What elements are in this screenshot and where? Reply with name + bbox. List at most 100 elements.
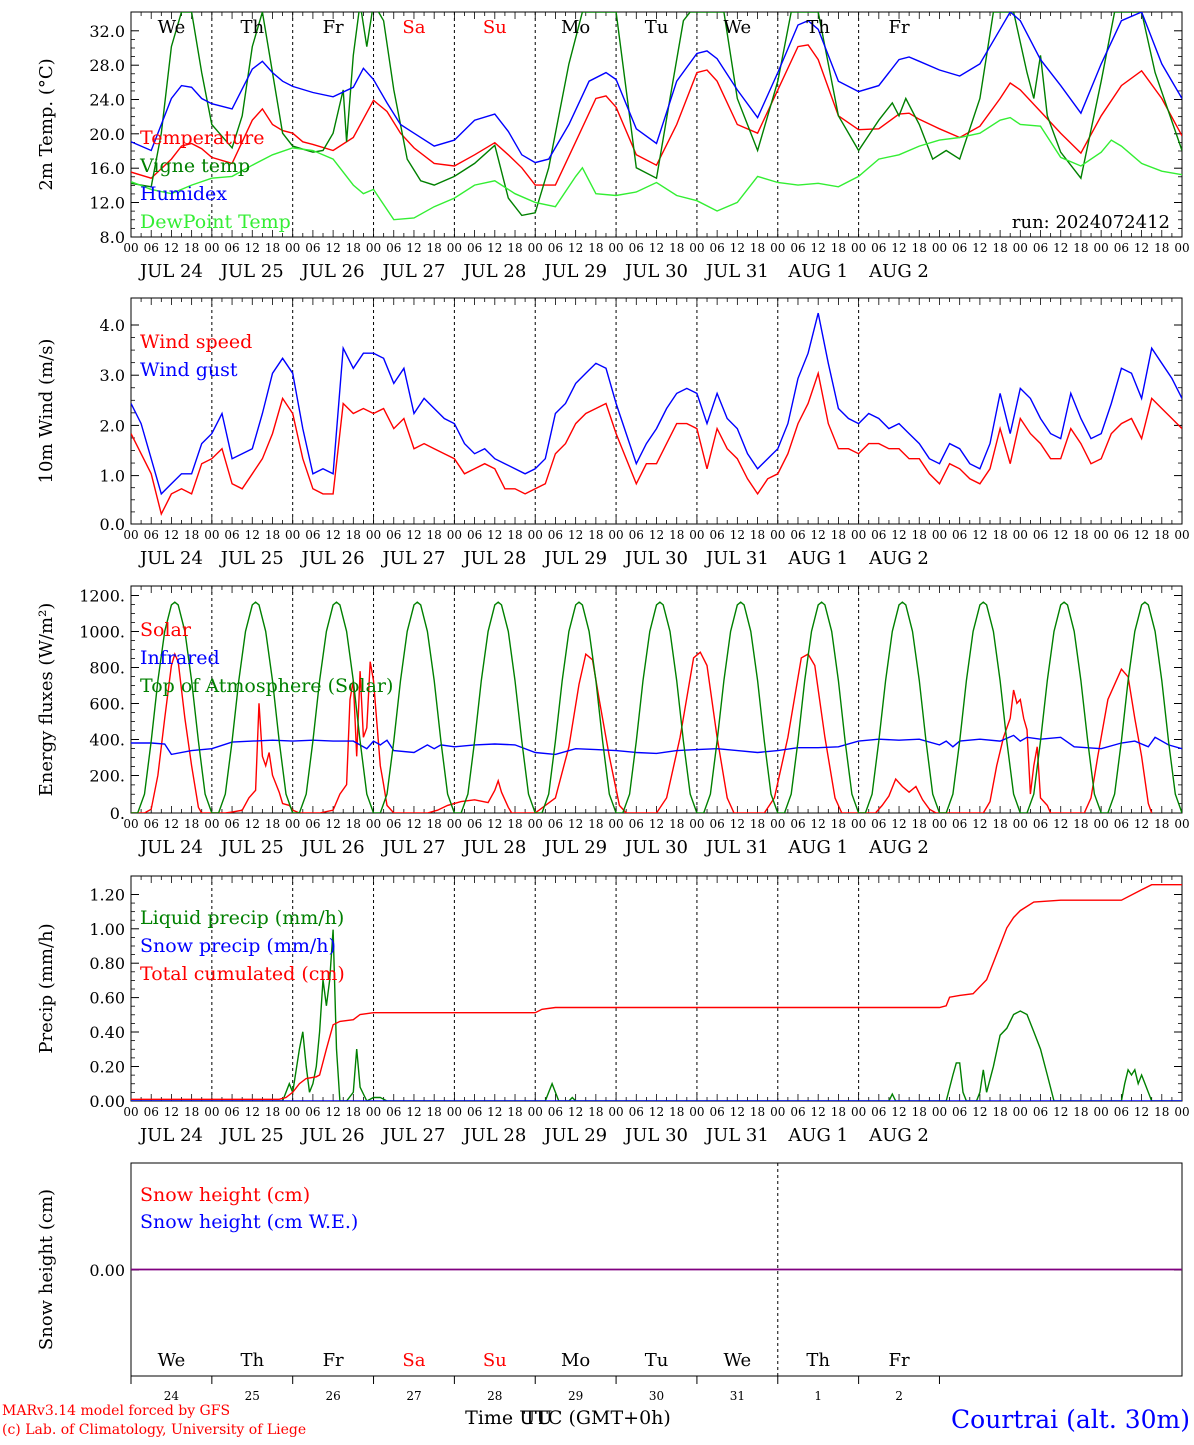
- series-line-infrared: [131, 734, 1182, 756]
- hour-tick-label: 18: [588, 1105, 603, 1119]
- hour-tick-label: 00: [851, 1105, 866, 1119]
- date-label: JUL 30: [623, 1125, 688, 1146]
- y-tick-label: 1.00: [89, 920, 125, 939]
- date-label: JUL 25: [219, 1125, 284, 1146]
- hour-tick-label: 18: [184, 817, 199, 831]
- day-number-label: 25: [245, 1389, 260, 1403]
- series-line-wind-speed: [131, 370, 1182, 516]
- hour-tick-label: 00: [851, 241, 866, 255]
- panel-1: [130, 11, 1183, 238]
- y-tick-label: 0.60: [89, 989, 125, 1008]
- weekday-label: Mo: [561, 17, 590, 38]
- hour-tick-label: 18: [346, 241, 361, 255]
- hour-tick-label: 18: [1073, 1105, 1088, 1119]
- weekday-label: Tu: [645, 1350, 669, 1371]
- hour-tick-label: 06: [709, 241, 724, 255]
- hour-tick-label: 06: [871, 817, 886, 831]
- legend-label: Infrared: [140, 647, 220, 669]
- date-label: JUL 28: [461, 1125, 526, 1146]
- date-label: JUL 29: [542, 837, 607, 858]
- hour-tick-label: 12: [406, 528, 421, 542]
- hour-tick-label: 18: [669, 1105, 684, 1119]
- hour-tick-label: 12: [1134, 528, 1149, 542]
- hour-tick-label: 18: [669, 241, 684, 255]
- series-line-vigne-temp: [131, 12, 1182, 217]
- hour-tick-label: 18: [265, 528, 280, 542]
- hour-tick-label: 00: [123, 817, 138, 831]
- hour-tick-label: 18: [507, 528, 522, 542]
- hour-tick-label: 18: [750, 241, 765, 255]
- date-label: JUL 31: [704, 1125, 769, 1146]
- date-label: JUL 24: [138, 837, 203, 858]
- weekday-label: Th: [240, 1350, 264, 1371]
- legend-label: DewPoint Temp: [140, 211, 291, 233]
- hour-tick-label: 00: [123, 241, 138, 255]
- hour-tick-label: 12: [1134, 817, 1149, 831]
- hour-tick-label: 18: [588, 817, 603, 831]
- date-label: JUL 24: [138, 261, 203, 282]
- y-tick-label: 12.0: [89, 194, 125, 213]
- hour-tick-label: 06: [144, 241, 159, 255]
- run-label: run: 2024072412: [1012, 212, 1170, 233]
- y-tick-label: 8.0: [100, 228, 125, 247]
- y-tick-label: 28.0: [89, 56, 125, 75]
- hour-tick-label: 06: [709, 528, 724, 542]
- hour-tick-label: 18: [992, 817, 1007, 831]
- hour-tick-label: 00: [1013, 241, 1028, 255]
- hour-tick-label: 18: [265, 1105, 280, 1119]
- hour-tick-label: 12: [487, 241, 502, 255]
- panel-3: [130, 585, 1183, 814]
- y-tick-label: 32.0: [89, 22, 125, 41]
- date-label: JUL 27: [380, 261, 445, 282]
- day-number-label: 26: [325, 1389, 340, 1403]
- y-tick-label: 24.0: [89, 91, 125, 110]
- hour-tick-label: 00: [447, 1105, 462, 1119]
- y-tick-label: 200.: [89, 767, 125, 786]
- hour-tick-label: 12: [972, 817, 987, 831]
- hour-tick-label: 12: [649, 528, 664, 542]
- hour-tick-label: 18: [992, 1105, 1007, 1119]
- hour-tick-label: 18: [346, 528, 361, 542]
- hour-tick-label: 00: [204, 528, 219, 542]
- legend-label: Top of Atmosphere (Solar): [140, 675, 393, 697]
- hour-tick-label: 06: [871, 1105, 886, 1119]
- panel-frame: [130, 585, 1183, 814]
- hour-tick-label: 06: [629, 241, 644, 255]
- credit-line: (c) Lab. of Climatology, University of L…: [2, 1422, 306, 1438]
- series-line-humidex: [131, 12, 1182, 164]
- weekday-label: Su: [483, 1350, 507, 1371]
- hour-tick-label: 00: [851, 528, 866, 542]
- y-tick-label: 1.0: [100, 467, 125, 486]
- y-tick-label: 0.: [110, 804, 125, 823]
- hour-tick-label: 06: [144, 528, 159, 542]
- hour-tick-label: 06: [386, 817, 401, 831]
- hour-tick-label: 12: [730, 817, 745, 831]
- hour-tick-label: 18: [1154, 241, 1169, 255]
- day-number-label: 29: [568, 1389, 583, 1403]
- y-axis-label: Snow height (cm): [36, 1189, 57, 1350]
- weekday-label: Th: [806, 1350, 830, 1371]
- legend-label: Vigne temp: [139, 155, 250, 177]
- hour-tick-label: 00: [689, 817, 704, 831]
- hour-tick-label: 12: [568, 528, 583, 542]
- hour-tick-label: 00: [1013, 817, 1028, 831]
- hour-tick-label: 12: [730, 241, 745, 255]
- weekday-label: Fr: [888, 17, 909, 38]
- y-tick-label: 800.: [89, 659, 125, 678]
- hour-tick-label: 18: [831, 528, 846, 542]
- y-tick-label: 0.00: [89, 1092, 125, 1111]
- date-label: JUL 27: [380, 1125, 445, 1146]
- hour-tick-label: 00: [528, 817, 543, 831]
- y-tick-label: 4.0: [100, 316, 125, 335]
- hour-tick-label: 06: [467, 528, 482, 542]
- date-label: JUL 26: [300, 548, 365, 569]
- date-label: JUL 27: [380, 837, 445, 858]
- day-number-label: 31: [730, 1389, 745, 1403]
- hour-tick-label: 06: [1033, 241, 1048, 255]
- hour-tick-label: 12: [972, 1105, 987, 1119]
- hour-tick-label: 06: [467, 817, 482, 831]
- y-tick-label: 1000.: [79, 623, 125, 642]
- hour-tick-label: 06: [952, 528, 967, 542]
- hour-tick-label: 12: [972, 528, 987, 542]
